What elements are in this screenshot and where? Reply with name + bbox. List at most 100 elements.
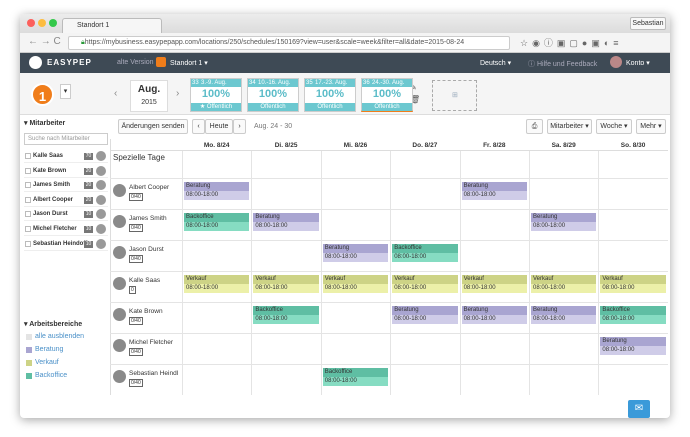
swatch [26, 334, 32, 340]
shift-time: 08:00-18:00 [533, 285, 566, 291]
language-menu[interactable]: Deutsch ▾ [480, 60, 512, 67]
account-menu[interactable]: Konto ▾ [626, 60, 650, 67]
checkbox[interactable] [25, 211, 31, 218]
checkbox[interactable] [25, 182, 31, 189]
location-menu[interactable]: Standort 1 ▾ [170, 60, 208, 67]
old-version[interactable]: alte Version [117, 59, 154, 66]
staff-row[interactable] [24, 208, 108, 222]
print-button[interactable]: ⎙ [526, 119, 543, 134]
add-week[interactable]: ⊞ [432, 80, 477, 111]
prev-week[interactable]: ‹ [192, 119, 205, 134]
checkbox[interactable] [25, 153, 31, 159]
user-button[interactable]: Sebastian [630, 17, 666, 30]
shift-area: Beratung [461, 306, 527, 315]
staff-name: Albert Cooper [33, 196, 74, 203]
week-status: Öffentlich [362, 103, 412, 111]
column-line [529, 150, 530, 395]
view-menu[interactable]: Woche ▾ [596, 119, 632, 134]
tab[interactable]: Standort 1 [62, 18, 162, 33]
shift-area: Backoffice [322, 368, 389, 377]
shift-time: 08:00-18:00 [255, 223, 288, 229]
zoom[interactable] [49, 19, 57, 27]
areas-title: Arbeitsbereiche [29, 321, 83, 328]
shift-time: 08:00-18:00 [324, 378, 357, 384]
staff-row[interactable] [24, 223, 108, 236]
week-percent: 100% [315, 88, 345, 100]
shift-time: 08:00-18:00 [255, 316, 288, 322]
checkbox[interactable] [25, 226, 31, 232]
employee-badge: 0/40 [129, 379, 143, 387]
swatch [26, 360, 32, 366]
today-button[interactable]: Heute [205, 119, 233, 134]
next-month[interactable]: › [176, 88, 180, 99]
avatar [113, 184, 126, 197]
week-number: 36 [363, 80, 370, 86]
hide-all[interactable]: alle ausblenden [35, 333, 85, 340]
staff-name: James Smith [33, 182, 71, 189]
url-field[interactable]: 🔒︎https://mybusiness.easypepapp.com/loca… [68, 36, 510, 50]
avatar [113, 308, 126, 321]
staff-row[interactable] [24, 238, 108, 251]
help[interactable]: ⓘ Hilfe und Feedback [528, 61, 598, 68]
checkbox[interactable] [25, 167, 31, 174]
week-actions[interactable]: ✎ 🗑︎ [410, 83, 421, 104]
week-header [305, 79, 355, 87]
areas-header[interactable]: ▾ Arbeitsbereiche [24, 321, 83, 328]
badge-dropdown[interactable]: ▾ [60, 84, 71, 99]
search[interactable]: Suche nach Mitarbeiter [24, 133, 108, 145]
avatar [96, 224, 106, 234]
week-range: 3.-9. Aug. [201, 80, 227, 86]
staff-header[interactable]: ▾ Mitarbeiter [24, 120, 66, 127]
prev-month[interactable]: ‹ [114, 88, 118, 99]
staff-menu[interactable]: Mitarbeiter ▾ [547, 119, 592, 134]
shift-time: 08:00-18:00 [463, 316, 496, 322]
staff-name: Kate Brown [33, 167, 67, 174]
close[interactable] [27, 19, 35, 27]
shift-time: 08:00-18:00 [186, 192, 219, 198]
week-header [248, 79, 298, 87]
shift-time: 08:00-18:00 [324, 285, 357, 291]
staff-name: Kalle Saas [33, 153, 64, 159]
checkbox[interactable] [25, 240, 31, 247]
more-menu[interactable]: Mehr ▾ [636, 119, 666, 134]
logo[interactable]: EASYPEP [47, 58, 92, 67]
staff-row[interactable] [24, 194, 108, 207]
nav-arrows[interactable]: ← → C [28, 36, 61, 47]
day-header: Sa. 8/29 [551, 142, 576, 149]
month-box[interactable]: Aug. 2015 [130, 80, 168, 112]
chat-button[interactable]: ✉ [628, 400, 650, 418]
hours: 10 [84, 226, 93, 233]
week-number: 35 [306, 80, 313, 86]
staff-row[interactable] [24, 179, 108, 193]
employee-badge: 0 [129, 286, 136, 294]
row-line [110, 333, 668, 334]
row-line [110, 364, 668, 365]
app-navbar [20, 53, 670, 73]
staff-row[interactable] [24, 150, 108, 163]
week-percent: 100% [258, 88, 288, 100]
day-header: Do. 8/27 [412, 142, 438, 149]
week-range: 24.-30. Aug. [372, 80, 405, 86]
next-week[interactable]: › [233, 119, 246, 134]
shift-area: Beratung [461, 182, 527, 191]
area-name[interactable]: Beratung [35, 346, 64, 353]
staff-row[interactable] [24, 165, 108, 178]
shift-area: Beratung [392, 306, 458, 315]
date-range: Aug. 24 - 30 [254, 123, 293, 130]
avatar [113, 370, 126, 383]
send-button[interactable]: Änderungen senden [118, 119, 188, 134]
shift-time: 08:00-18:00 [602, 316, 635, 322]
area-name[interactable]: Verkauf [35, 359, 59, 366]
avatar [113, 246, 126, 259]
employee-badge: 0/40 [129, 193, 143, 201]
area-name[interactable]: Backoffice [35, 372, 68, 379]
account-avatar [610, 56, 622, 68]
checkbox[interactable] [25, 196, 31, 203]
column-line [251, 150, 253, 395]
avatar [96, 194, 106, 205]
minimize[interactable] [38, 19, 46, 27]
header-line [110, 150, 668, 151]
staff-name: Jason Durst [33, 211, 68, 218]
grid-border [110, 139, 668, 395]
week-status: ★ Öffentlich [191, 103, 241, 111]
